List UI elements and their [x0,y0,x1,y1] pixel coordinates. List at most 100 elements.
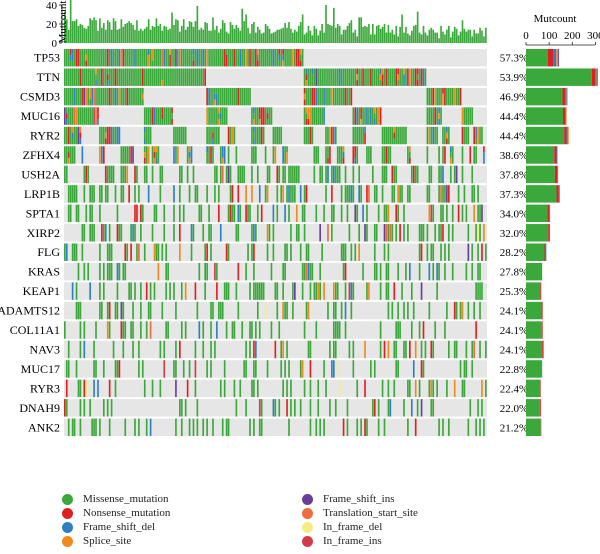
mutation-cell [190,243,193,261]
mutation-cell [75,243,78,261]
mutation-cell [106,321,109,339]
mutation-cell [102,224,105,242]
mutation-cell [354,126,357,145]
mutation-cell [407,185,409,203]
mutation-cell [219,113,222,119]
gene-mutcount-segment [553,49,557,67]
mutation-cell [278,60,281,67]
gene-label: TP53 [34,51,60,65]
mutation-cell [319,224,322,242]
mutation-cell [106,74,109,81]
mutation-cell [272,49,275,67]
mutation-cell [217,126,220,145]
mutation-cell [401,185,403,203]
mutation-cell [110,68,113,86]
sample-mutcount-bar [120,19,123,43]
sample-mutcount-bar [210,30,212,43]
mutation-cell [128,87,130,106]
mutation-cell [260,107,263,125]
mutation-cell [258,118,261,125]
gene-mutcount-segment [526,126,565,145]
mutation-cell [336,87,339,106]
mutation-cell [161,301,164,320]
mutation-cell [477,224,479,242]
mutation-cell [106,80,109,86]
sample-mutcount-bar [475,33,477,43]
mutation-cell [477,262,479,281]
sample-mutcount-bar [420,34,423,43]
mutation-cell [442,224,444,242]
mutation-cell [362,126,364,145]
mutation-cell [64,399,66,417]
gene-mutcount-segment [596,68,598,86]
legend-item: Frame_shift_ins [302,492,395,506]
mutation-cell [132,146,134,164]
mutation-cell [475,132,477,139]
mutation-cell [442,204,444,223]
mutation-cell [245,49,247,55]
mutation-cell [319,107,322,125]
sample-mutcount-bar [477,33,479,43]
mutation-cell [132,224,134,242]
mutation-cell [65,68,68,86]
sample-mutcount-bar [307,25,310,43]
gene-mutcount-segment [526,87,563,106]
mutation-cell [101,224,103,242]
mutation-cell [473,204,476,223]
sample-mutcount-bar [151,25,154,43]
mutation-cell [171,49,173,67]
sample-mutcount-bar [219,28,222,43]
mutation-cell [184,126,187,145]
mutation-cell [198,262,201,281]
mutation-cell [65,379,68,398]
mutation-cell [91,185,93,203]
mutation-cell [75,118,78,125]
sample-mutcount-bar [366,26,368,43]
mutation-cell [227,49,230,67]
mutation-cell [331,224,333,242]
mutation-cell [290,224,292,242]
mutation-cell [173,224,175,242]
mutation-cell [469,107,472,125]
sample-mutcount-bar [430,27,433,43]
mutation-cell [253,262,255,281]
mutation-cell [477,204,479,223]
mutation-cell [101,87,103,106]
mutation-cell [249,49,251,67]
gene-label: ANK2 [28,420,60,434]
mutation-cell [93,379,95,398]
mutation-cell [276,126,279,145]
matrix-row-bg [64,379,487,398]
mutation-cell [309,68,312,86]
mutation-cell [333,301,335,320]
mutation-cell [379,321,382,339]
mutation-cell [266,107,269,114]
gene-mutcount-segment [565,87,567,106]
mutation-cell [448,185,450,203]
gene-mutcount-segment [549,204,551,223]
mutation-cell [455,87,458,106]
matrix-row-bg [64,224,487,242]
mutation-cell [282,301,284,320]
mutation-cell [459,301,462,320]
mutation-cell [338,165,341,184]
mutation-cell [247,87,249,106]
mutation-cell [241,321,244,339]
mutation-cell [102,282,105,300]
mutation-cell [358,126,360,145]
mutation-cell [208,204,210,223]
sample-mutcount-bar [416,11,419,43]
mutation-cell [120,68,123,86]
mutation-cell [479,126,481,145]
mutation-cell [368,282,370,300]
mutation-cell [407,68,409,86]
mutation-cell [282,60,284,67]
mutation-cell [303,99,306,106]
mutation-cell [210,301,212,320]
legend-label: Translation_start_site [323,507,418,519]
gene-mutcount-segment [526,243,545,261]
mutation-cell [344,321,347,339]
mutation-cell [381,80,384,86]
mutation-cell [333,204,335,223]
mutation-cell [247,204,249,223]
